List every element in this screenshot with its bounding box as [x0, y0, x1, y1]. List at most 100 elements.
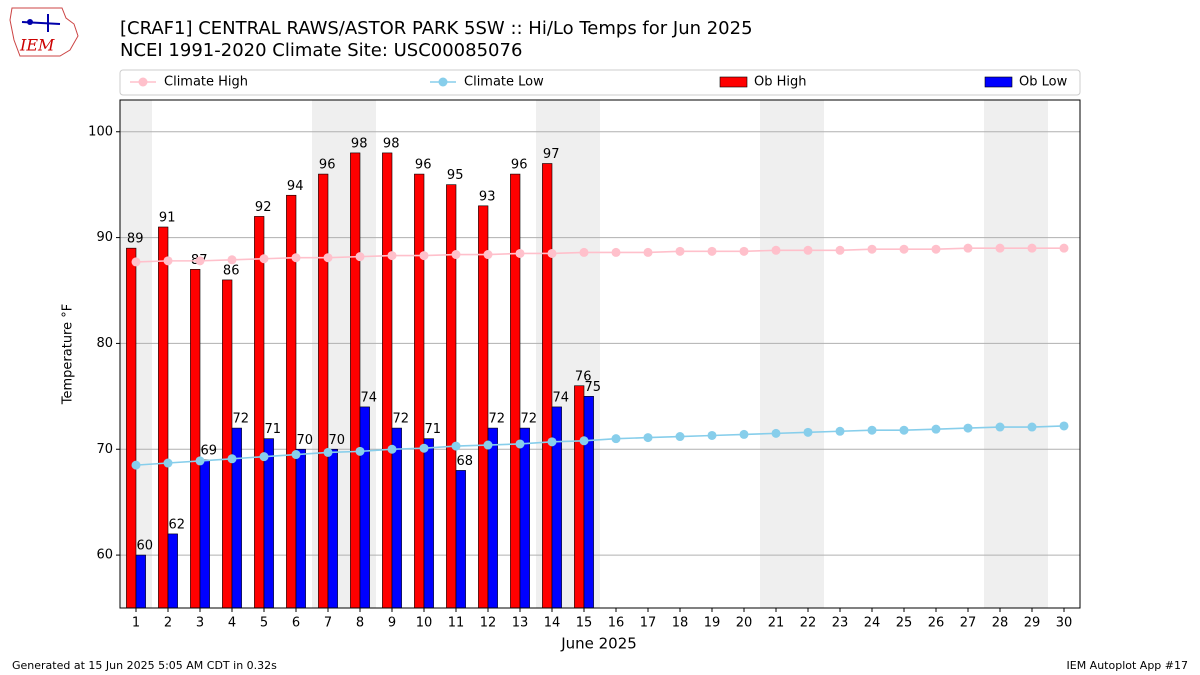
point [323, 447, 333, 457]
bar [478, 205, 489, 609]
point [611, 434, 621, 444]
bar [574, 385, 585, 609]
point [1027, 422, 1037, 432]
point [707, 246, 717, 256]
point [835, 245, 845, 255]
data-label: 72 [521, 412, 538, 427]
x-tick-label: 11 [448, 616, 465, 631]
point [931, 424, 941, 434]
bar [542, 163, 553, 609]
point [419, 443, 429, 453]
data-label: 92 [255, 200, 272, 215]
plot-frame [119, 99, 1081, 609]
x-tick-label: 21 [768, 616, 785, 631]
x-tick-label: 15 [576, 616, 593, 631]
point [291, 253, 301, 263]
point [771, 245, 781, 255]
bar [551, 406, 562, 609]
data-label: 86 [223, 263, 240, 278]
point [483, 440, 493, 450]
data-label: 62 [169, 517, 186, 532]
data-label: 91 [159, 211, 176, 226]
line [135, 247, 1064, 263]
bar [350, 152, 361, 609]
x-tick-label: 8 [356, 616, 364, 631]
bar [359, 406, 370, 609]
bar [446, 184, 457, 609]
data-label: 72 [233, 412, 250, 427]
x-tick-label: 12 [480, 616, 497, 631]
bar [414, 173, 425, 609]
point [355, 446, 365, 456]
legend-marker [138, 77, 148, 87]
bar [583, 396, 594, 609]
legend-label: Climate Low [464, 75, 544, 90]
y-tick-label: 60 [96, 548, 113, 563]
point [579, 436, 589, 446]
point [867, 425, 877, 435]
point [515, 248, 525, 258]
point [227, 255, 237, 265]
point [387, 444, 397, 454]
point [547, 248, 557, 258]
x-tick-label: 14 [544, 616, 561, 631]
point [355, 252, 365, 262]
x-tick-label: 3 [196, 616, 204, 631]
legend-label: Ob High [754, 75, 807, 90]
point [675, 246, 685, 256]
data-label: 95 [447, 168, 464, 183]
x-tick-label: 6 [292, 616, 300, 631]
y-tick-label: 100 [88, 124, 113, 139]
point [739, 429, 749, 439]
y-axis-label: Temperature °F [61, 304, 76, 405]
legend-label: Ob Low [1019, 75, 1068, 90]
point [771, 428, 781, 438]
chart-subtitle: NCEI 1991-2020 Climate Site: USC00085076 [120, 40, 522, 61]
data-label: 68 [457, 454, 474, 469]
y-tick-label: 80 [96, 336, 113, 351]
bar [318, 173, 329, 609]
legend-swatch [984, 76, 1013, 88]
point [707, 430, 717, 440]
x-tick-label: 24 [864, 616, 881, 631]
point [803, 245, 813, 255]
legend-swatch [719, 76, 748, 88]
point [515, 439, 525, 449]
y-tick-label: 90 [96, 230, 113, 245]
x-tick-label: 28 [992, 616, 1009, 631]
bar [382, 152, 393, 609]
x-tick-label: 22 [800, 616, 817, 631]
legend-label: Climate High [164, 75, 248, 90]
point [899, 244, 909, 254]
data-label: 72 [489, 412, 506, 427]
x-tick-label: 13 [512, 616, 529, 631]
data-label: 93 [479, 189, 496, 204]
data-label: 74 [553, 390, 570, 405]
point [387, 251, 397, 261]
x-tick-label: 20 [736, 616, 753, 631]
point [227, 454, 237, 464]
point [835, 426, 845, 436]
point [419, 251, 429, 261]
bar [455, 470, 466, 609]
x-tick-label: 10 [416, 616, 433, 631]
point [547, 437, 557, 447]
data-label: 97 [543, 147, 560, 162]
bar [391, 427, 402, 609]
point [1059, 243, 1069, 253]
point [739, 246, 749, 256]
point [579, 247, 589, 257]
data-label: 96 [319, 158, 336, 173]
point [195, 456, 205, 466]
point [931, 244, 941, 254]
point [995, 243, 1005, 253]
bar [487, 427, 498, 609]
point [643, 433, 653, 443]
x-tick-label: 26 [928, 616, 945, 631]
x-tick-label: 16 [608, 616, 625, 631]
point [963, 423, 973, 433]
legend-box [119, 69, 1081, 96]
bar [190, 269, 201, 609]
point [867, 244, 877, 254]
